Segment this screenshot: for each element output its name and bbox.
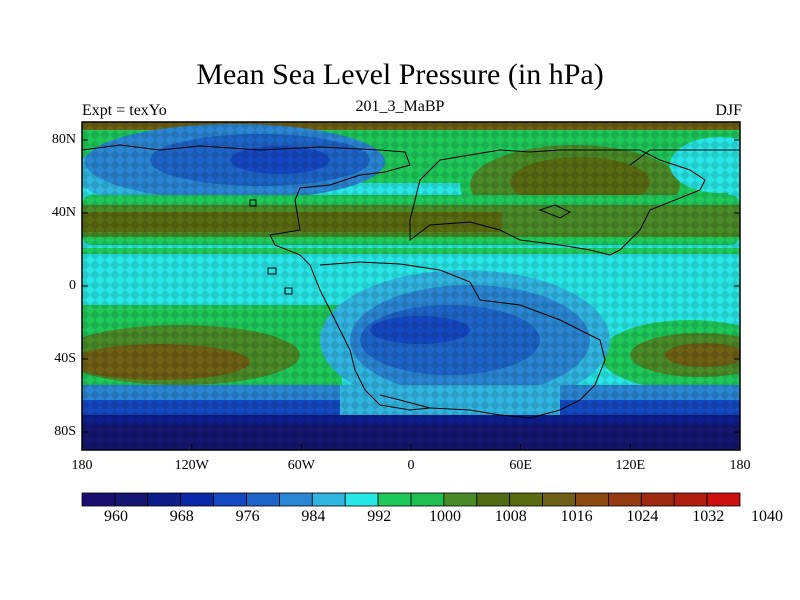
colorbar-swatch: [542, 492, 576, 507]
colorbar-swatch: [608, 492, 642, 507]
lat-label-40s: 40S: [54, 351, 76, 366]
colorbar-swatch: [640, 492, 675, 507]
colorbar-swatch: [278, 492, 313, 507]
lat-label-40n: 40N: [51, 205, 76, 220]
lat-label-80s: 80S: [54, 424, 76, 439]
lon-label-120w: 120W: [174, 458, 209, 473]
colorbar-swatch: [509, 492, 544, 507]
coastline-inland-lake: [538, 204, 572, 219]
coastline-central: [319, 261, 606, 419]
lon-label-180w: 180: [71, 458, 93, 473]
colorbar-swatch: [246, 492, 280, 507]
colorbar-swatch: [311, 492, 346, 507]
colorbar-swatch: [213, 492, 247, 507]
lat-label-0: 0: [69, 278, 76, 293]
lon-label-180e: 180: [729, 458, 751, 473]
colorbar-swatch: [410, 492, 445, 507]
season-label: DJF: [715, 102, 742, 119]
colorbar-label: 968: [169, 508, 194, 525]
coastline-island-2: [267, 267, 277, 275]
lat-label-80n: 80N: [51, 132, 76, 147]
colorbar-swatch: [147, 492, 182, 507]
colorbar-label: 984: [301, 508, 326, 525]
colorbar-swatch: [476, 492, 511, 507]
colorbar-swatch: [575, 492, 609, 507]
colorbar-label: 960: [104, 508, 128, 525]
coastline-east: [409, 149, 706, 256]
coastline-west: [82, 144, 431, 411]
colorbar-swatch: [114, 492, 149, 507]
colorbar-label: 1008: [494, 508, 527, 525]
run-label: 201_3_MaBP: [355, 98, 445, 115]
lon-label-60e: 60E: [509, 458, 532, 473]
lon-label-120e: 120E: [615, 458, 646, 473]
colorbar-swatch: [344, 492, 379, 507]
pressure-field: [82, 122, 740, 450]
colorbar-swatch: [180, 492, 214, 507]
lon-label-60w: 60W: [287, 458, 315, 473]
colorbar-label: 1024: [626, 508, 659, 525]
experiment-label: Expt = texYo: [82, 102, 167, 119]
colorbar-label: 1032: [692, 508, 725, 525]
colorbar-label: 1000: [429, 508, 461, 525]
field-texture: [82, 122, 740, 450]
colorbar-swatch: [706, 492, 741, 507]
colorbar-label: 1040: [751, 508, 783, 525]
coastlines: [82, 144, 740, 419]
coastline-island-1: [249, 199, 257, 207]
colorbar-label: 976: [235, 508, 260, 525]
colorbar-swatch: [377, 492, 412, 507]
colorbar-swatch: [673, 492, 708, 507]
colorbar-label: 992: [367, 508, 392, 525]
coastline-far-east: [629, 149, 740, 166]
axis-ticks: [81, 139, 741, 450]
colorbar-swatch: [443, 492, 478, 507]
map-title: Mean Sea Level Pressure (in hPa): [196, 58, 604, 91]
lon-label-0: 0: [407, 458, 415, 473]
colorbar-label: 1016: [560, 508, 593, 525]
coastline-island-3: [284, 287, 293, 295]
colorbar-swatch: [81, 492, 116, 507]
colorbar: [81, 492, 741, 507]
